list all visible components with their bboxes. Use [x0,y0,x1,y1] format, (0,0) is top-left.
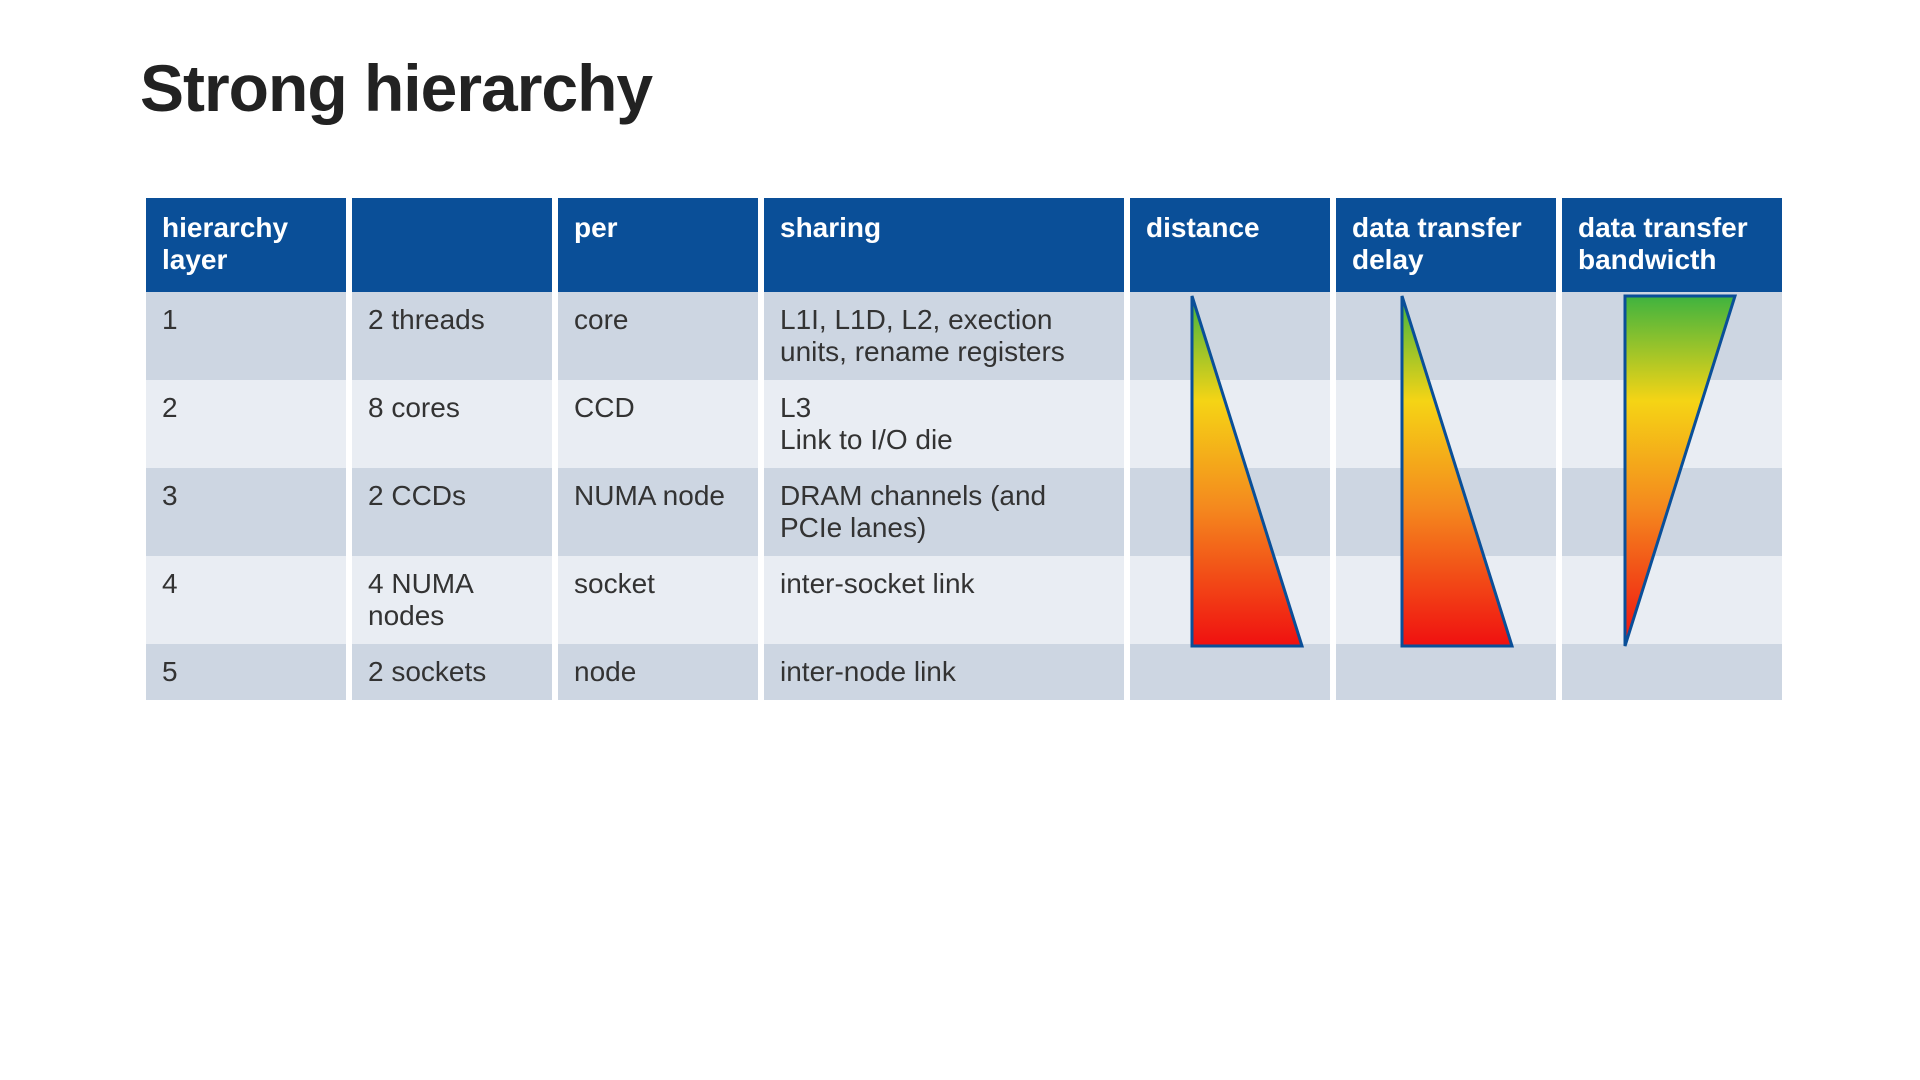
th-sharing: sharing [764,198,1124,292]
cell-sharing: inter-node link [764,644,1124,700]
cell-layer: 5 [146,644,346,700]
cell-layer: 3 [146,468,346,556]
cell-per: node [558,644,758,700]
table-body: 1 2 threads core L1I, L1D, L2, exection … [146,292,1782,700]
th-delay: data transfer delay [1336,198,1556,292]
slide: Strong hierarchy hierarchy layer per sha… [0,0,1920,1080]
cell-bw [1562,292,1782,380]
cell-distance [1130,292,1330,380]
slide-title: Strong hierarchy [140,50,1780,126]
cell-count: 4 NUMA nodes [352,556,552,644]
th-distance: distance [1130,198,1330,292]
cell-layer: 2 [146,380,346,468]
cell-sharing: L1I, L1D, L2, exection units, rename reg… [764,292,1124,380]
table-header-row: hierarchy layer per sharing distance dat… [146,198,1782,292]
th-count [352,198,552,292]
cell-count: 2 CCDs [352,468,552,556]
cell-count: 2 sockets [352,644,552,700]
cell-layer: 1 [146,292,346,380]
th-layer: hierarchy layer [146,198,346,292]
cell-sharing: DRAM channels (and PCIe lanes) [764,468,1124,556]
hierarchy-table-wrap: hierarchy layer per sharing distance dat… [140,198,1780,700]
cell-per: CCD [558,380,758,468]
table-row: 2 8 cores CCD L3Link to I/O die [146,380,1782,468]
table-row: 4 4 NUMA nodes socket inter-socket link [146,556,1782,644]
th-per: per [558,198,758,292]
cell-sharing: inter-socket link [764,556,1124,644]
cell-per: core [558,292,758,380]
cell-per: socket [558,556,758,644]
cell-count: 8 cores [352,380,552,468]
cell-count: 2 threads [352,292,552,380]
table-row: 5 2 sockets node inter-node link [146,644,1782,700]
th-bandwidth: data transfer bandwicth [1562,198,1782,292]
cell-delay [1336,292,1556,380]
table-row: 1 2 threads core L1I, L1D, L2, exection … [146,292,1782,380]
cell-per: NUMA node [558,468,758,556]
cell-sharing: L3Link to I/O die [764,380,1124,468]
table-row: 3 2 CCDs NUMA node DRAM channels (and PC… [146,468,1782,556]
cell-layer: 4 [146,556,346,644]
hierarchy-table: hierarchy layer per sharing distance dat… [140,198,1788,700]
